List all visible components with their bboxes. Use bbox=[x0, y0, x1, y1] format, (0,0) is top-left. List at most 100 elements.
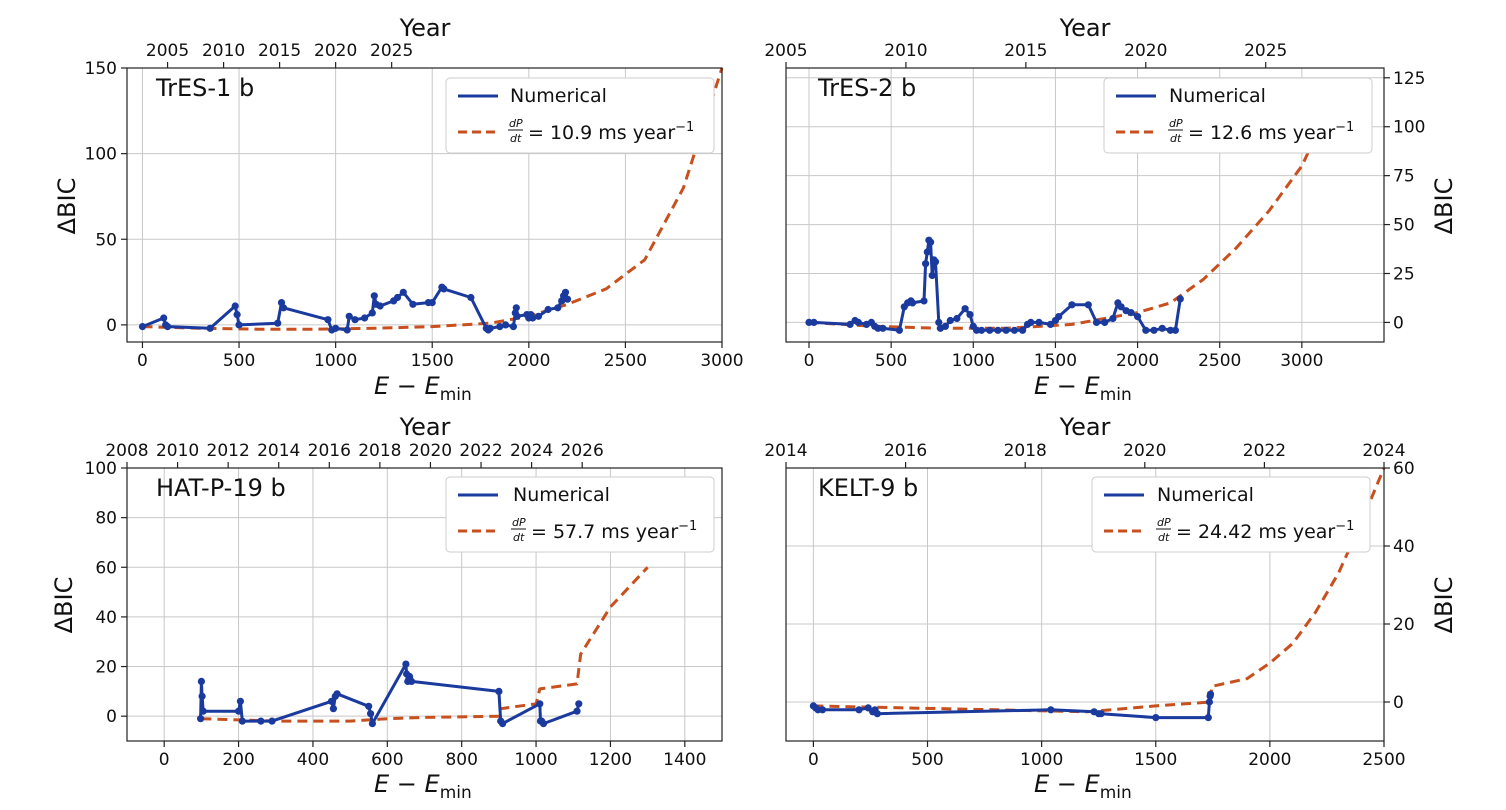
year-tick-label: 2015 bbox=[258, 41, 301, 61]
panel-title: TrES-1 b bbox=[155, 74, 254, 102]
y-tick-label: 75 bbox=[1393, 167, 1415, 187]
top-axis-label: Year bbox=[1059, 413, 1111, 441]
axes-frame bbox=[785, 467, 1385, 742]
numerical-point bbox=[529, 314, 537, 322]
numerical-point bbox=[1152, 714, 1160, 722]
x-axis-label-sub: min bbox=[1100, 385, 1132, 405]
numerical-point bbox=[1158, 324, 1166, 332]
x-tick-label: 800 bbox=[445, 750, 477, 770]
y-tick-label: 60 bbox=[1393, 459, 1415, 479]
y-tick-label: 125 bbox=[1393, 69, 1425, 89]
legend-fit-exponent: −1 bbox=[675, 120, 694, 135]
numerical-point bbox=[563, 295, 572, 303]
numerical-point bbox=[512, 304, 520, 312]
legend: Numerical dP dt = 12.6 ms year−1 bbox=[1103, 77, 1373, 154]
numerical-point bbox=[365, 702, 373, 710]
numerical-point bbox=[534, 312, 543, 320]
y-tick-label: 150 bbox=[85, 59, 117, 79]
year-tick-label: 2010 bbox=[202, 41, 245, 61]
numerical-point bbox=[343, 326, 351, 334]
numerical-point bbox=[1142, 326, 1150, 334]
x-axis-label-main: E − E bbox=[374, 372, 441, 400]
y-tick-label: 0 bbox=[106, 316, 117, 336]
fit-series-line bbox=[808, 77, 1345, 330]
fit-series-line bbox=[201, 566, 649, 723]
numerical-point bbox=[486, 324, 494, 332]
year-tick-label: 2024 bbox=[510, 441, 553, 461]
numerical-point bbox=[329, 705, 337, 713]
y-tick-label: 0 bbox=[1393, 693, 1404, 713]
panel-hatp19: 0 200 400 600 800 1000 1200 1400 0 20 40 60 80 100200… bbox=[50, 413, 723, 803]
legend-frame bbox=[445, 476, 715, 553]
x-tick-label: 500 bbox=[875, 351, 907, 371]
y-axis-label: ΔBIC bbox=[1430, 178, 1458, 235]
x-tick-label: 2500 bbox=[1362, 750, 1405, 770]
year-tick-label: 2024 bbox=[1362, 441, 1405, 461]
y-axis-label: ΔBIC bbox=[53, 178, 81, 235]
numerical-point bbox=[440, 285, 448, 293]
numerical-point bbox=[428, 299, 436, 307]
numerical-point bbox=[206, 324, 214, 332]
x-tick-label: 2000 bbox=[1116, 351, 1159, 371]
numerical-point bbox=[197, 715, 205, 723]
numerical-point bbox=[496, 323, 504, 331]
numerical-point bbox=[846, 320, 854, 328]
numerical-point bbox=[268, 717, 276, 725]
x-axis-label-sub: min bbox=[1100, 783, 1132, 803]
panel-title: TrES-2 b bbox=[817, 74, 916, 102]
numerical-point bbox=[544, 305, 552, 314]
numerical-point bbox=[324, 316, 332, 324]
year-tick-label: 2025 bbox=[1244, 41, 1287, 61]
numerical-point bbox=[138, 323, 147, 331]
year-tick-label: 2015 bbox=[1004, 41, 1047, 61]
numerical-point bbox=[409, 300, 417, 308]
x-tick-label: 1200 bbox=[589, 750, 632, 770]
numerical-point bbox=[1097, 710, 1105, 718]
numerical-point bbox=[575, 700, 583, 708]
numerical-point bbox=[928, 271, 936, 280]
legend-fit-exponent: −1 bbox=[1335, 519, 1354, 534]
numerical-point bbox=[238, 717, 246, 725]
year-tick-label: 2010 bbox=[156, 441, 199, 461]
numerical-point bbox=[1205, 698, 1213, 706]
x-tick-label: 0 bbox=[804, 351, 815, 371]
numerical-point bbox=[399, 288, 407, 296]
numerical-point bbox=[1150, 326, 1158, 334]
x-tick-label: 1000 bbox=[314, 351, 357, 371]
numerical-point bbox=[920, 297, 928, 305]
panel-tres1: 0 500 1000 1500 2000 2500 3000 0 50 100 150 2005 201… bbox=[53, 14, 744, 405]
numerical-point bbox=[539, 720, 548, 728]
numerical-point bbox=[935, 318, 943, 326]
legend-frac-num: dP bbox=[512, 516, 526, 529]
legend-frame bbox=[1103, 77, 1373, 154]
legend-fit-value: = 24.42 ms year bbox=[1176, 521, 1335, 543]
numerical-point bbox=[370, 292, 378, 300]
x-tick-label: 1000 bbox=[1020, 750, 1063, 770]
numerical-point bbox=[1117, 303, 1125, 311]
numerical-point bbox=[197, 677, 205, 686]
legend-fit-label: = 57.7 ms year−1 bbox=[531, 519, 697, 543]
numerical-point bbox=[495, 687, 503, 696]
fit-series-line bbox=[142, 67, 724, 331]
numerical-point bbox=[810, 318, 818, 326]
numerical-point bbox=[1068, 301, 1076, 309]
year-tick-label: 2018 bbox=[1004, 441, 1047, 461]
numerical-point bbox=[327, 697, 336, 705]
legend-fit-label: = 24.42 ms year−1 bbox=[1176, 519, 1354, 543]
x-tick-label: 1400 bbox=[663, 750, 706, 770]
legend-frac-num: dP bbox=[509, 117, 523, 130]
numerical-point bbox=[941, 322, 950, 330]
numerical-point bbox=[1127, 309, 1135, 317]
numerical-point bbox=[1134, 313, 1142, 321]
numerical-point bbox=[361, 314, 369, 322]
numerical-point bbox=[402, 660, 410, 668]
year-tick-label: 2012 bbox=[207, 441, 250, 461]
numerical-point bbox=[231, 302, 239, 310]
y-tick-label: 40 bbox=[95, 608, 117, 628]
year-tick-label: 2020 bbox=[1123, 441, 1166, 461]
y-tick-label: 100 bbox=[1393, 118, 1425, 138]
numerical-point bbox=[257, 717, 265, 725]
panel-kelt9: 0 500 1000 1500 2000 2500 0 20 40 60 2014 2016 2018 2… bbox=[764, 413, 1458, 803]
numerical-point bbox=[279, 304, 288, 312]
numerical-point bbox=[509, 323, 517, 331]
